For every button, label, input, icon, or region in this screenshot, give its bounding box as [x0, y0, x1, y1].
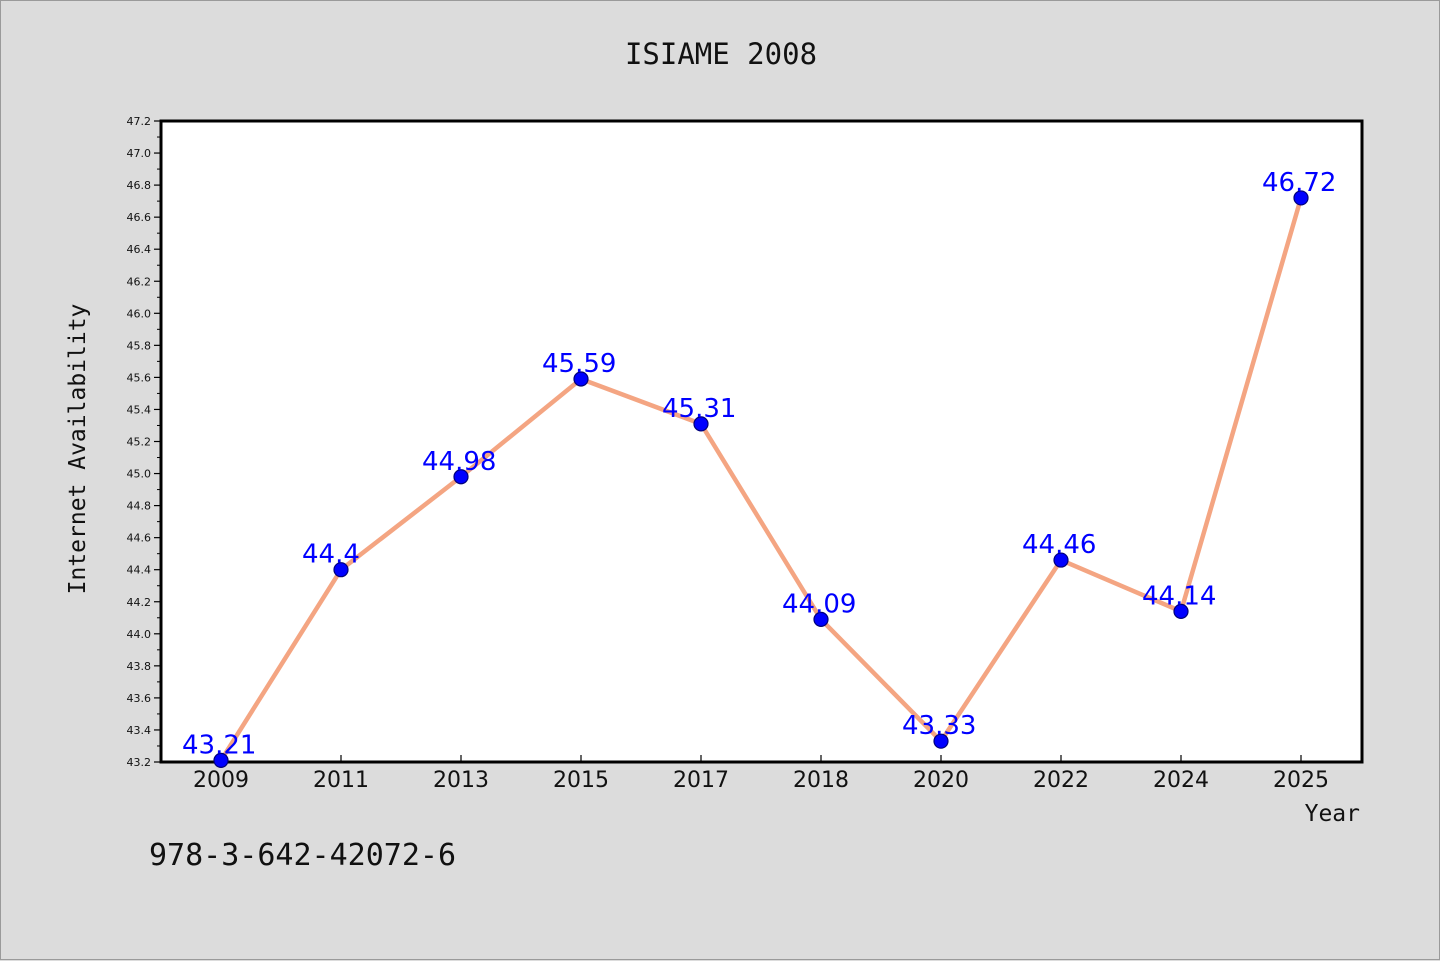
- y-tick-label: 44.2: [127, 596, 152, 609]
- x-tick-label: 2018: [793, 768, 849, 793]
- data-point: [333, 562, 349, 578]
- series-line: [219, 197, 1304, 762]
- y-tick-label: 44.4: [127, 564, 152, 577]
- x-tick-label: 2009: [193, 768, 249, 793]
- y-tick-label: 43.4: [127, 724, 152, 737]
- plot-area: [159, 119, 1364, 764]
- x-tick-label: 2013: [433, 768, 489, 793]
- y-tick-label: 46.4: [127, 243, 152, 256]
- series-polyline: [219, 197, 1304, 762]
- data-label: 44.46: [1022, 530, 1096, 560]
- data-label: 43.33: [902, 711, 976, 741]
- data-label: 44.14: [1142, 581, 1216, 611]
- data-point: [813, 611, 829, 627]
- data-label: 44.09: [782, 589, 856, 619]
- data-point: [213, 752, 229, 768]
- y-axis-ticks: 43.2 43.4 43.6 43.8 44.0 44.2 44.4 44.6 44.8 45.0…: [127, 115, 161, 769]
- data-label: 44.98: [422, 447, 496, 477]
- data-point: [1053, 552, 1069, 568]
- data-label: 45.59: [542, 349, 616, 379]
- x-tick-label: 2025: [1273, 768, 1329, 793]
- x-tick-label: 2011: [313, 768, 369, 793]
- x-axis-label: Year: [1305, 801, 1360, 827]
- isbn-text: 978-3-642-42072-6: [149, 838, 456, 873]
- x-tick-label: 2020: [913, 768, 969, 793]
- y-tick-label: 46.2: [127, 275, 152, 288]
- y-tick-label: 44.0: [127, 628, 152, 641]
- data-label: 43.21: [182, 730, 256, 760]
- data-point: [933, 733, 949, 749]
- x-tick-label: 2015: [553, 768, 609, 793]
- data-point: [1173, 603, 1189, 619]
- chart-title: ISIAME 2008: [625, 37, 817, 71]
- data-point: [453, 469, 469, 485]
- y-tick-label: 45.8: [127, 339, 152, 352]
- data-labels: 43.21 44.4 44.98 45.59 45.31 44.09 43.33 44.46 4…: [182, 168, 1336, 760]
- x-tick-label: 2022: [1033, 768, 1089, 793]
- data-label: 44.4: [302, 540, 360, 570]
- series-markers: [213, 190, 1309, 768]
- y-axis-label: Internet Availability: [65, 304, 91, 595]
- y-tick-label: 45.4: [127, 403, 152, 416]
- y-tick-label: 45.2: [127, 436, 152, 449]
- y-tick-label: 45.6: [127, 371, 152, 384]
- y-tick-label: 47.0: [127, 147, 152, 160]
- y-tick-label: 44.6: [127, 532, 152, 545]
- y-tick-label: 46.6: [127, 211, 152, 224]
- y-tick-label: 44.8: [127, 500, 152, 513]
- data-point: [1293, 190, 1309, 206]
- data-label: 46.72: [1262, 168, 1336, 198]
- y-tick-label: 43.6: [127, 692, 152, 705]
- y-tick-label: 47.2: [127, 115, 152, 128]
- x-tick-label: 2024: [1153, 768, 1209, 793]
- data-point: [693, 416, 709, 432]
- x-axis-ticks: 2009 2011 2013 2015 2017 2018 2020 2022 2024 2025: [193, 755, 1329, 793]
- data-point: [573, 371, 589, 387]
- x-tick-label: 2017: [673, 768, 729, 793]
- data-label: 45.31: [662, 394, 736, 424]
- y-tick-label: 45.0: [127, 468, 152, 481]
- y-tick-label: 46.0: [127, 307, 152, 320]
- y-tick-label: 43.2: [127, 756, 152, 769]
- y-tick-label: 43.8: [127, 660, 152, 673]
- y-tick-label: 46.8: [127, 179, 152, 192]
